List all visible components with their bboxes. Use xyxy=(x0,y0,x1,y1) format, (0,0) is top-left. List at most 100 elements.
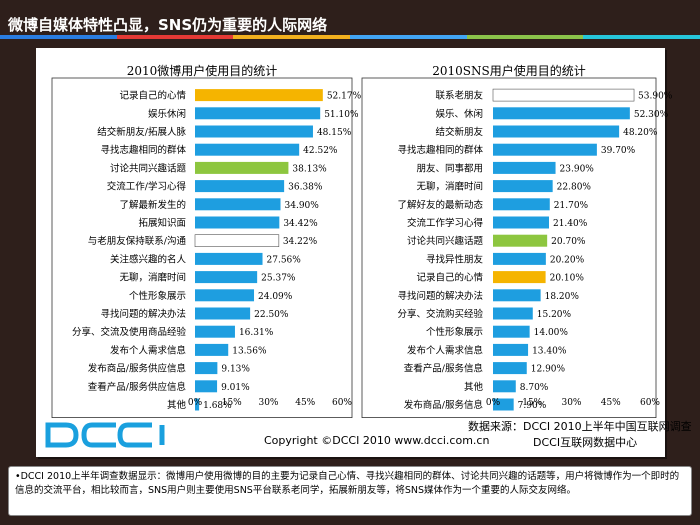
value-label: 23.90% xyxy=(560,164,595,174)
value-label: 34.90% xyxy=(285,201,320,211)
bar xyxy=(195,125,313,138)
chart-frame xyxy=(361,77,657,419)
bar xyxy=(493,289,541,302)
category-label: 分享、交流购买经验 xyxy=(397,308,483,320)
category-label: 发布商品/服务供应信息 xyxy=(88,363,186,375)
bar xyxy=(493,216,549,229)
category-label: 联系老朋友 xyxy=(435,90,483,102)
category-label: 寻找问题的解决办法 xyxy=(397,290,483,302)
category-label: 娱乐休闲 xyxy=(148,108,186,120)
stripe-segment xyxy=(0,35,117,39)
bar xyxy=(195,216,280,229)
value-label: 16.31% xyxy=(239,328,274,338)
value-label: 12.90% xyxy=(531,365,566,375)
value-label: 9.01% xyxy=(221,383,250,393)
value-label: 48.15% xyxy=(317,128,352,138)
category-label: 寻找异性朋友 xyxy=(426,253,484,265)
bar xyxy=(195,271,258,284)
value-label: 8.70% xyxy=(520,383,549,393)
category-label: 交流工作/学习心得 xyxy=(107,181,187,193)
x-tick-label: 0% xyxy=(486,398,501,408)
stripe-segment xyxy=(350,35,467,39)
category-label: 结交新朋友 xyxy=(435,126,483,138)
bar xyxy=(493,325,530,338)
chart-frame xyxy=(51,77,353,419)
category-label: 了解最新发生的 xyxy=(119,199,186,211)
value-label: 52.17% xyxy=(327,92,362,102)
value-label: 36.38% xyxy=(288,183,323,193)
data-center-label: DCCI互联网数据中心 xyxy=(533,436,638,449)
bar xyxy=(493,380,516,393)
x-tick-label: 45% xyxy=(601,398,621,408)
value-label: 20.10% xyxy=(550,274,585,284)
stripe-segment xyxy=(466,35,584,39)
bar xyxy=(194,234,280,247)
summary-note: •DCCI 2010上半年调查数据显示：微博用户使用微博的目的主要为记录自己心情… xyxy=(8,466,692,516)
value-label: 20.20% xyxy=(550,255,585,265)
value-label: 9.13% xyxy=(221,365,250,375)
stripe-segment xyxy=(116,35,234,39)
value-label: 22.80% xyxy=(557,183,592,193)
value-label: 21.70% xyxy=(554,201,589,211)
bar xyxy=(195,307,251,320)
category-label: 发布个人需求信息 xyxy=(407,344,483,356)
category-label: 记录自己的心情 xyxy=(416,272,483,284)
value-label: 24.09% xyxy=(258,292,293,302)
category-label: 查看产品/服务供应信息 xyxy=(88,381,186,393)
value-label: 51.10% xyxy=(324,110,359,120)
page-title: 微博自媒体特性凸显，SNS仍为重要的人际网络 xyxy=(8,16,328,34)
bar xyxy=(195,180,285,193)
bar xyxy=(493,307,533,320)
value-label: 25.37% xyxy=(261,274,296,284)
category-label: 分享、交流及使用商品经验 xyxy=(72,326,187,338)
category-label: 结交新朋友/拓展人脉 xyxy=(97,126,186,138)
category-label: 交流工作学习心得 xyxy=(407,217,484,229)
bar xyxy=(195,343,229,356)
bar xyxy=(195,380,218,393)
x-tick-label: 0% xyxy=(188,398,203,408)
bar xyxy=(493,271,546,284)
category-label: 查看产品/服务信息 xyxy=(404,363,483,375)
bar xyxy=(493,180,553,193)
color-stripe xyxy=(0,35,700,39)
value-label: 34.42% xyxy=(283,219,318,229)
category-label: 无聊，消磨时间 xyxy=(416,181,483,193)
x-tick-label: 30% xyxy=(561,398,581,408)
bar xyxy=(493,198,550,211)
category-label: 娱乐、休闲 xyxy=(435,108,483,120)
value-label: 52.30% xyxy=(634,110,669,120)
value-label: 13.40% xyxy=(532,346,567,356)
value-label: 21.40% xyxy=(553,219,588,229)
value-label: 34.22% xyxy=(283,237,318,247)
copyright-line: Copyright ©DCCI 2010 www.dcci.com.cn xyxy=(264,434,490,447)
x-tick-label: 15% xyxy=(522,398,542,408)
value-label: 38.13% xyxy=(292,164,327,174)
category-label: 其他 xyxy=(167,399,187,411)
bar xyxy=(493,107,630,120)
bar xyxy=(195,252,263,265)
category-label: 记录自己的心情 xyxy=(119,90,186,102)
x-tick-label: 60% xyxy=(640,398,660,408)
chart-panel: 2010微博用户使用目的统计 记录自己的心情 52.17% 娱乐休闲 51.10% 结交新… xyxy=(36,48,692,457)
category-label: 关注感兴趣的名人 xyxy=(110,253,187,265)
bar xyxy=(493,343,529,356)
category-label: 与老朋友保持联系/沟通 xyxy=(88,235,187,247)
category-label: 个性形象展示 xyxy=(129,290,186,302)
bar xyxy=(493,125,620,138)
category-label: 寻找志趣相同的群体 xyxy=(100,144,186,156)
value-label: 42.52% xyxy=(303,146,338,156)
x-tick-label: 60% xyxy=(332,398,352,408)
value-label: 7.90% xyxy=(518,401,547,411)
value-label: 14.00% xyxy=(534,328,569,338)
chart-title: 2010SNS用户使用目的统计 xyxy=(432,63,585,78)
bar xyxy=(493,398,514,411)
category-label: 朋友、同事都用 xyxy=(416,162,483,174)
x-tick-label: 15% xyxy=(222,398,242,408)
bar xyxy=(493,252,546,265)
bar xyxy=(195,398,200,411)
bar xyxy=(492,88,635,102)
bar xyxy=(493,161,556,174)
value-label: 13.56% xyxy=(232,346,267,356)
category-label: 发布商品/服务信息 xyxy=(404,399,483,411)
